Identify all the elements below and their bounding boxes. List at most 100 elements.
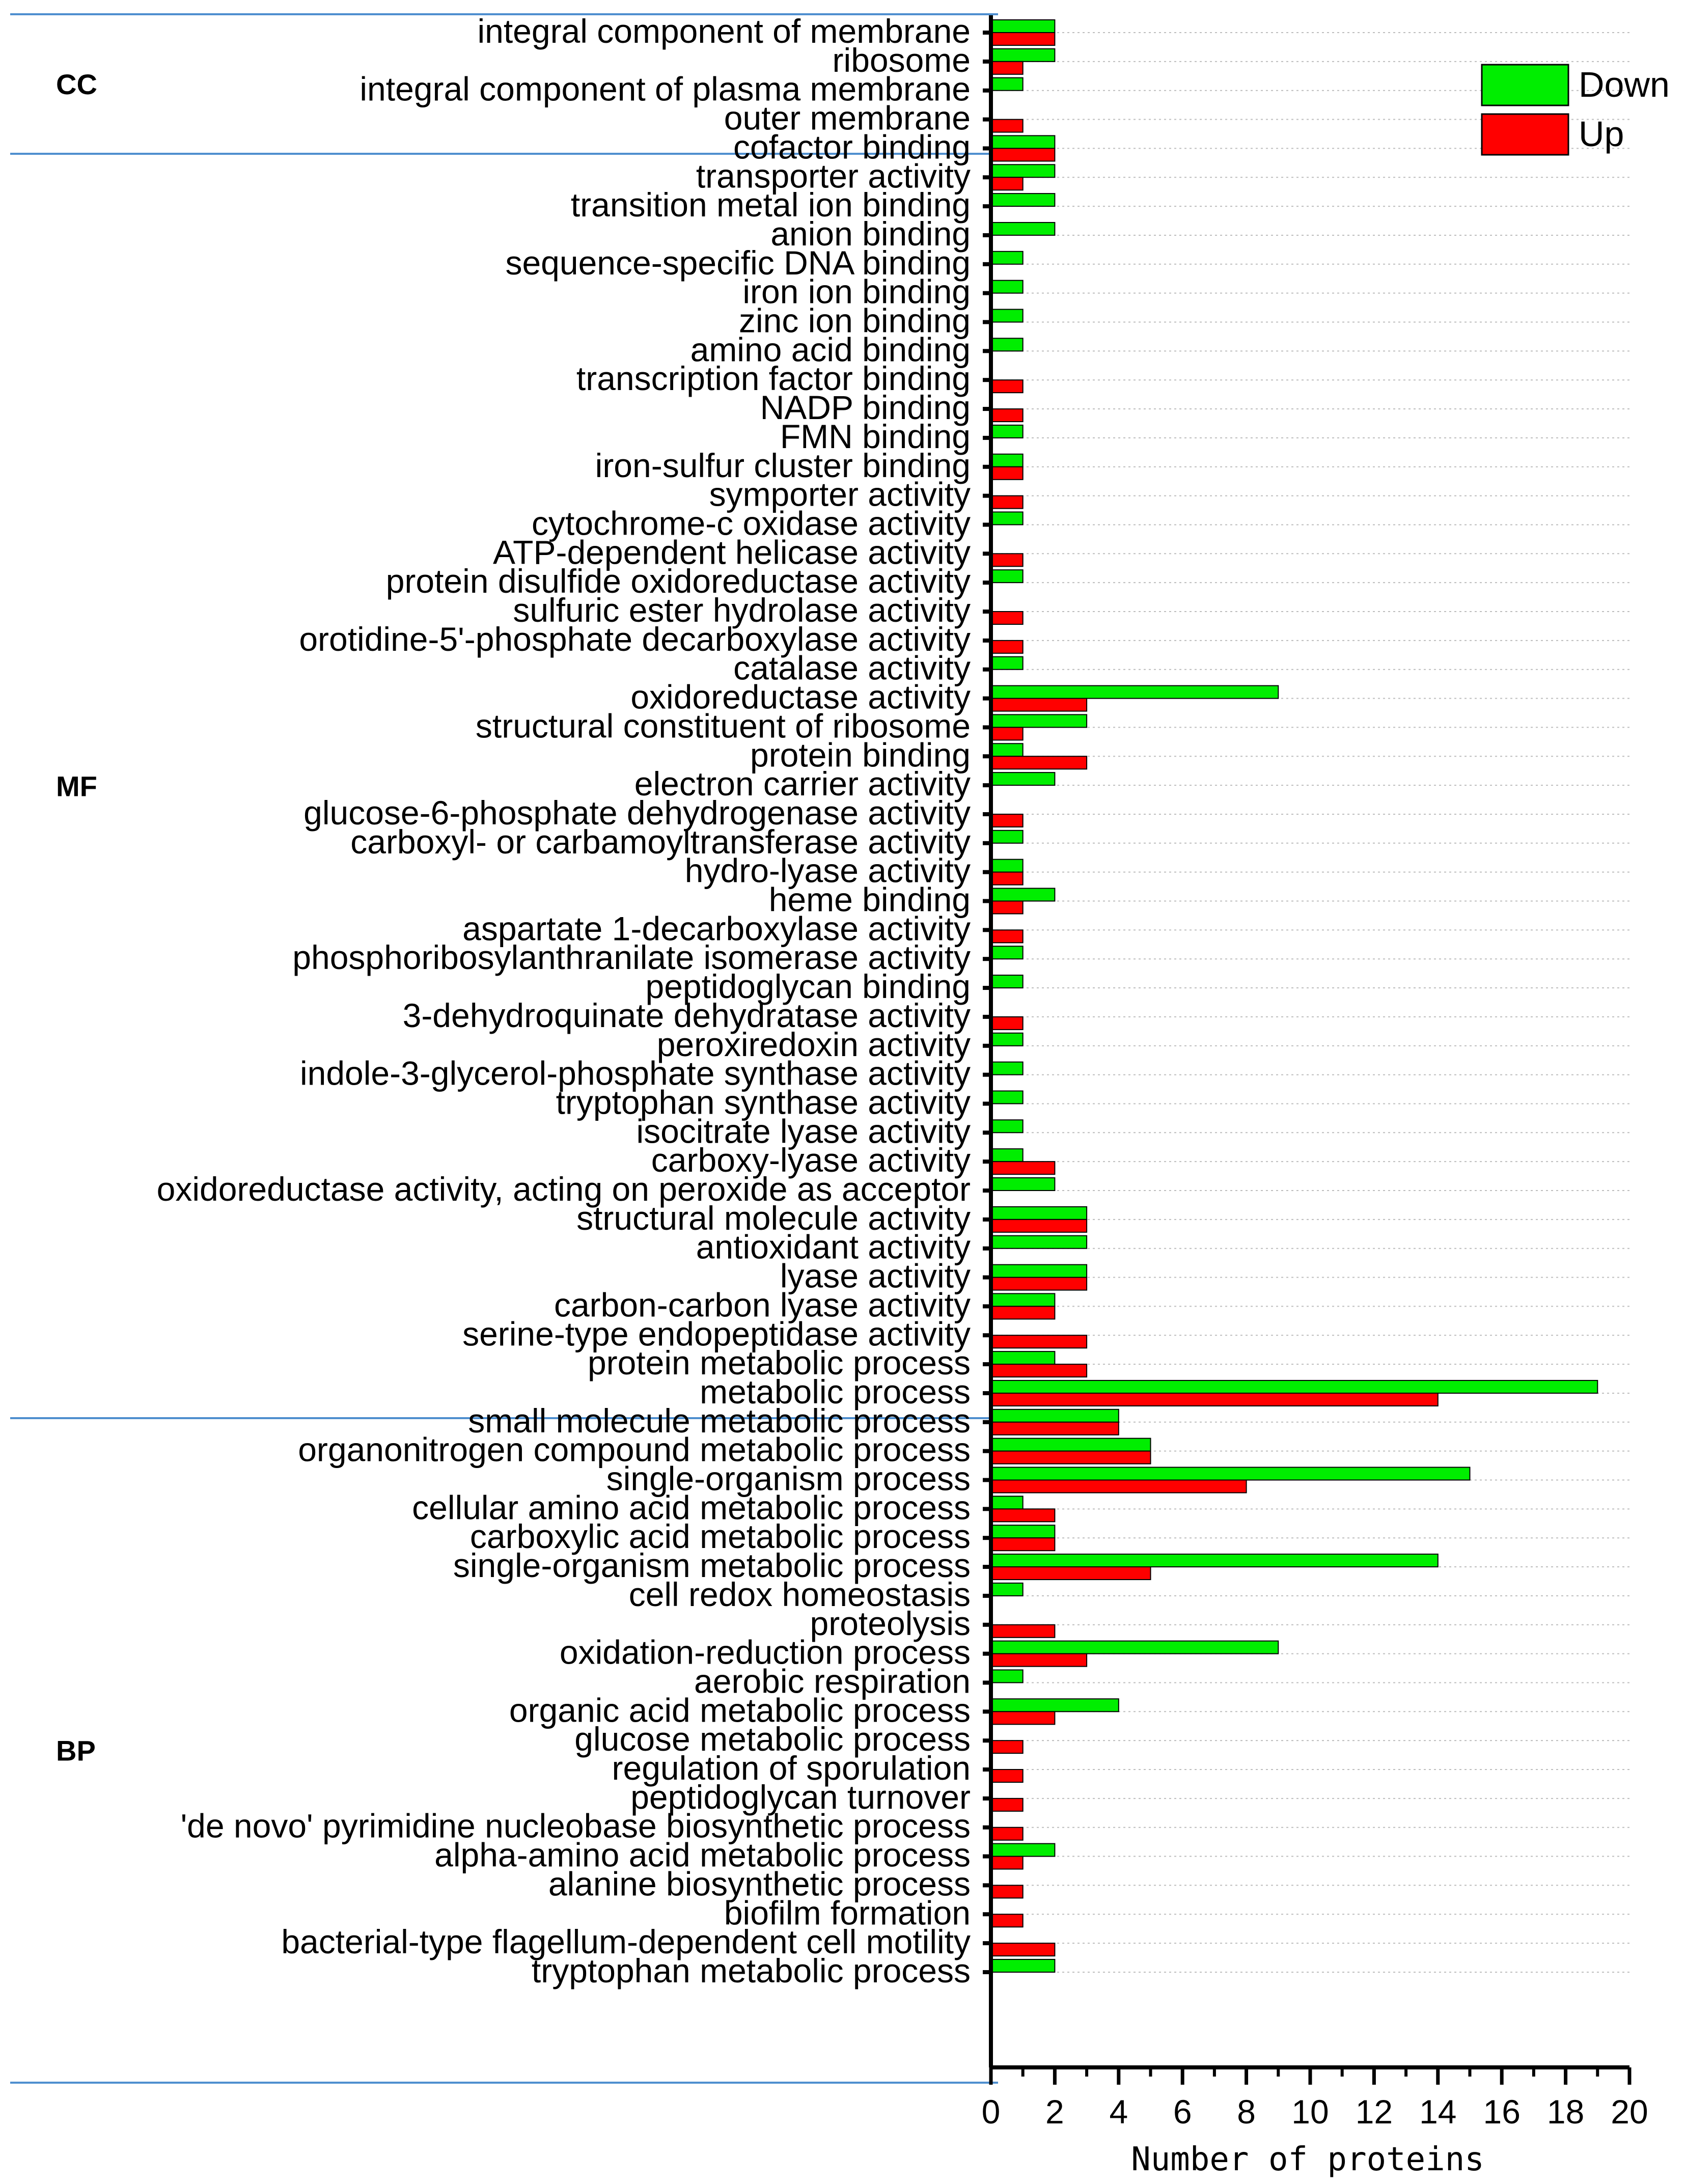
category-label: aerobic respiration <box>694 1662 971 1700</box>
category-label: carboxy-lyase activity <box>651 1141 971 1179</box>
x-tick-label: 14 <box>1419 2093 1456 2131</box>
category-label: 'de novo' pyrimidine nucleobase biosynth… <box>181 1807 971 1845</box>
group-label-mf: MF <box>56 770 97 803</box>
bar-down-1-13 <box>990 511 1024 526</box>
axes-layer: 0 2 4 6 8 10 12 14 16 18 20 <box>982 15 1648 2131</box>
bar-down-1-19 <box>990 685 1279 699</box>
grid-layer <box>991 32 1629 1973</box>
bar-up-2-1 <box>990 1392 1439 1406</box>
category-label: structural constituent of ribosome <box>476 707 971 744</box>
category-label: glucose-6-phosphate dehydrogenase activi… <box>303 794 971 832</box>
category-label: iron-sulfur cluster binding <box>595 447 971 484</box>
category-label: integral component of membrane <box>477 12 971 50</box>
bar-up-2-12 <box>990 1711 1056 1725</box>
category-label: peptidoglycan turnover <box>630 1778 971 1816</box>
bar-down-1-38 <box>990 1235 1088 1249</box>
bar-down-0-2 <box>990 77 1024 91</box>
bar-down-2-3 <box>990 1437 1151 1452</box>
bar-down-2-1 <box>990 1379 1598 1394</box>
category-label: transporter activity <box>696 157 971 195</box>
bar-down-1-28 <box>990 946 1024 960</box>
category-label: proteolysis <box>810 1605 971 1642</box>
bar-up-2-2 <box>990 1421 1119 1435</box>
category-label: alanine biosynthetic process <box>548 1865 971 1902</box>
bar-up-1-27 <box>990 929 1024 944</box>
category-label: 3-dehydroquinate dehydratase activity <box>403 997 971 1034</box>
bar-down-2-2 <box>990 1408 1119 1423</box>
legend-swatch-down <box>1481 64 1569 106</box>
bar-up-1-14 <box>990 553 1024 567</box>
category-label: catalase activity <box>733 649 971 687</box>
bar-up-1-23 <box>990 813 1024 827</box>
bar-down-1-37 <box>990 1206 1088 1220</box>
bar-up-1-37 <box>990 1219 1088 1233</box>
x-tick-label: 0 <box>982 2093 1001 2131</box>
bar-up-0-3 <box>990 119 1024 133</box>
bar-down-1-29 <box>990 975 1024 989</box>
category-label: orotidine-5'-phosphate decarboxylase act… <box>299 620 971 658</box>
category-label: protein binding <box>750 736 971 773</box>
bar-down-1-21 <box>990 743 1024 757</box>
category-label: integral component of plasma membrane <box>360 70 971 108</box>
x-tick-label: 6 <box>1173 2093 1192 2131</box>
group-labels-layer: CC MF BP <box>56 68 97 1767</box>
bar-up-2-5 <box>990 1508 1056 1523</box>
category-label: protein disulfide oxidoreductase activit… <box>386 562 971 600</box>
bar-down-1-34 <box>990 1119 1024 1134</box>
category-label: alpha-amino acid metabolic process <box>434 1836 971 1874</box>
bar-down-1-5 <box>990 280 1024 294</box>
category-label: isocitrate lyase activity <box>636 1112 971 1150</box>
bar-up-2-15 <box>990 1798 1024 1812</box>
category-label: tryptophan metabolic process <box>532 1952 971 1989</box>
bar-down-1-35 <box>990 1148 1024 1163</box>
bar-up-0-1 <box>990 61 1024 75</box>
legend-label-down: Down <box>1579 65 1670 104</box>
bar-up-1-21 <box>990 756 1088 770</box>
category-label: sequence-specific DNA binding <box>505 244 971 282</box>
category-label: transcription factor binding <box>576 360 971 397</box>
category-label: single-organism process <box>606 1460 971 1498</box>
bar-down-1-39 <box>990 1264 1088 1278</box>
bar-up-1-9 <box>990 408 1024 423</box>
bar-up-2-3 <box>990 1450 1151 1464</box>
category-label: iron ion binding <box>742 273 971 311</box>
bar-down-2-4 <box>990 1467 1471 1481</box>
bar-up-2-4 <box>990 1479 1247 1494</box>
bar-up-2-13 <box>990 1740 1024 1754</box>
category-label: oxidoreductase activity <box>630 678 971 716</box>
bar-up-2-7 <box>990 1566 1151 1581</box>
category-label: outer membrane <box>724 99 971 137</box>
bar-up-2-20 <box>990 1943 1056 1957</box>
category-label: aspartate 1-decarboxylase activity <box>462 909 971 947</box>
bar-up-2-0 <box>990 1364 1088 1378</box>
bar-up-1-35 <box>990 1161 1056 1175</box>
category-label: indole-3-glycerol-phosphate synthase act… <box>300 1055 971 1092</box>
category-label: ATP-dependent helicase activity <box>493 533 971 571</box>
x-tick-label: 8 <box>1237 2093 1256 2131</box>
x-tick-label: 16 <box>1483 2093 1520 2131</box>
category-label: FMN binding <box>780 418 971 455</box>
category-label: zinc ion binding <box>739 302 971 340</box>
bar-up-2-9 <box>990 1624 1056 1638</box>
bar-down-2-11 <box>990 1669 1024 1683</box>
category-label: electron carrier activity <box>634 765 971 803</box>
category-label: heme binding <box>769 881 971 919</box>
bar-up-1-17 <box>990 640 1024 654</box>
bar-up-2-17 <box>990 1856 1024 1870</box>
bar-up-2-16 <box>990 1827 1024 1841</box>
bar-down-2-6 <box>990 1525 1056 1539</box>
bar-up-1-19 <box>990 698 1088 712</box>
bar-down-2-5 <box>990 1496 1024 1510</box>
bar-up-2-19 <box>990 1914 1024 1928</box>
bar-down-2-17 <box>990 1843 1056 1857</box>
category-label: hydro-lyase activity <box>685 852 971 890</box>
bar-down-1-20 <box>990 714 1088 728</box>
category-label: bacterial-type flagellum-dependent cell … <box>281 1923 971 1960</box>
bar-down-1-40 <box>990 1293 1056 1307</box>
bar-down-1-4 <box>990 251 1024 265</box>
category-label: lyase activity <box>780 1257 971 1295</box>
category-label: single-organism metabolic process <box>453 1546 971 1584</box>
bar-down-1-2 <box>990 193 1056 207</box>
bar-down-1-11 <box>990 453 1024 467</box>
